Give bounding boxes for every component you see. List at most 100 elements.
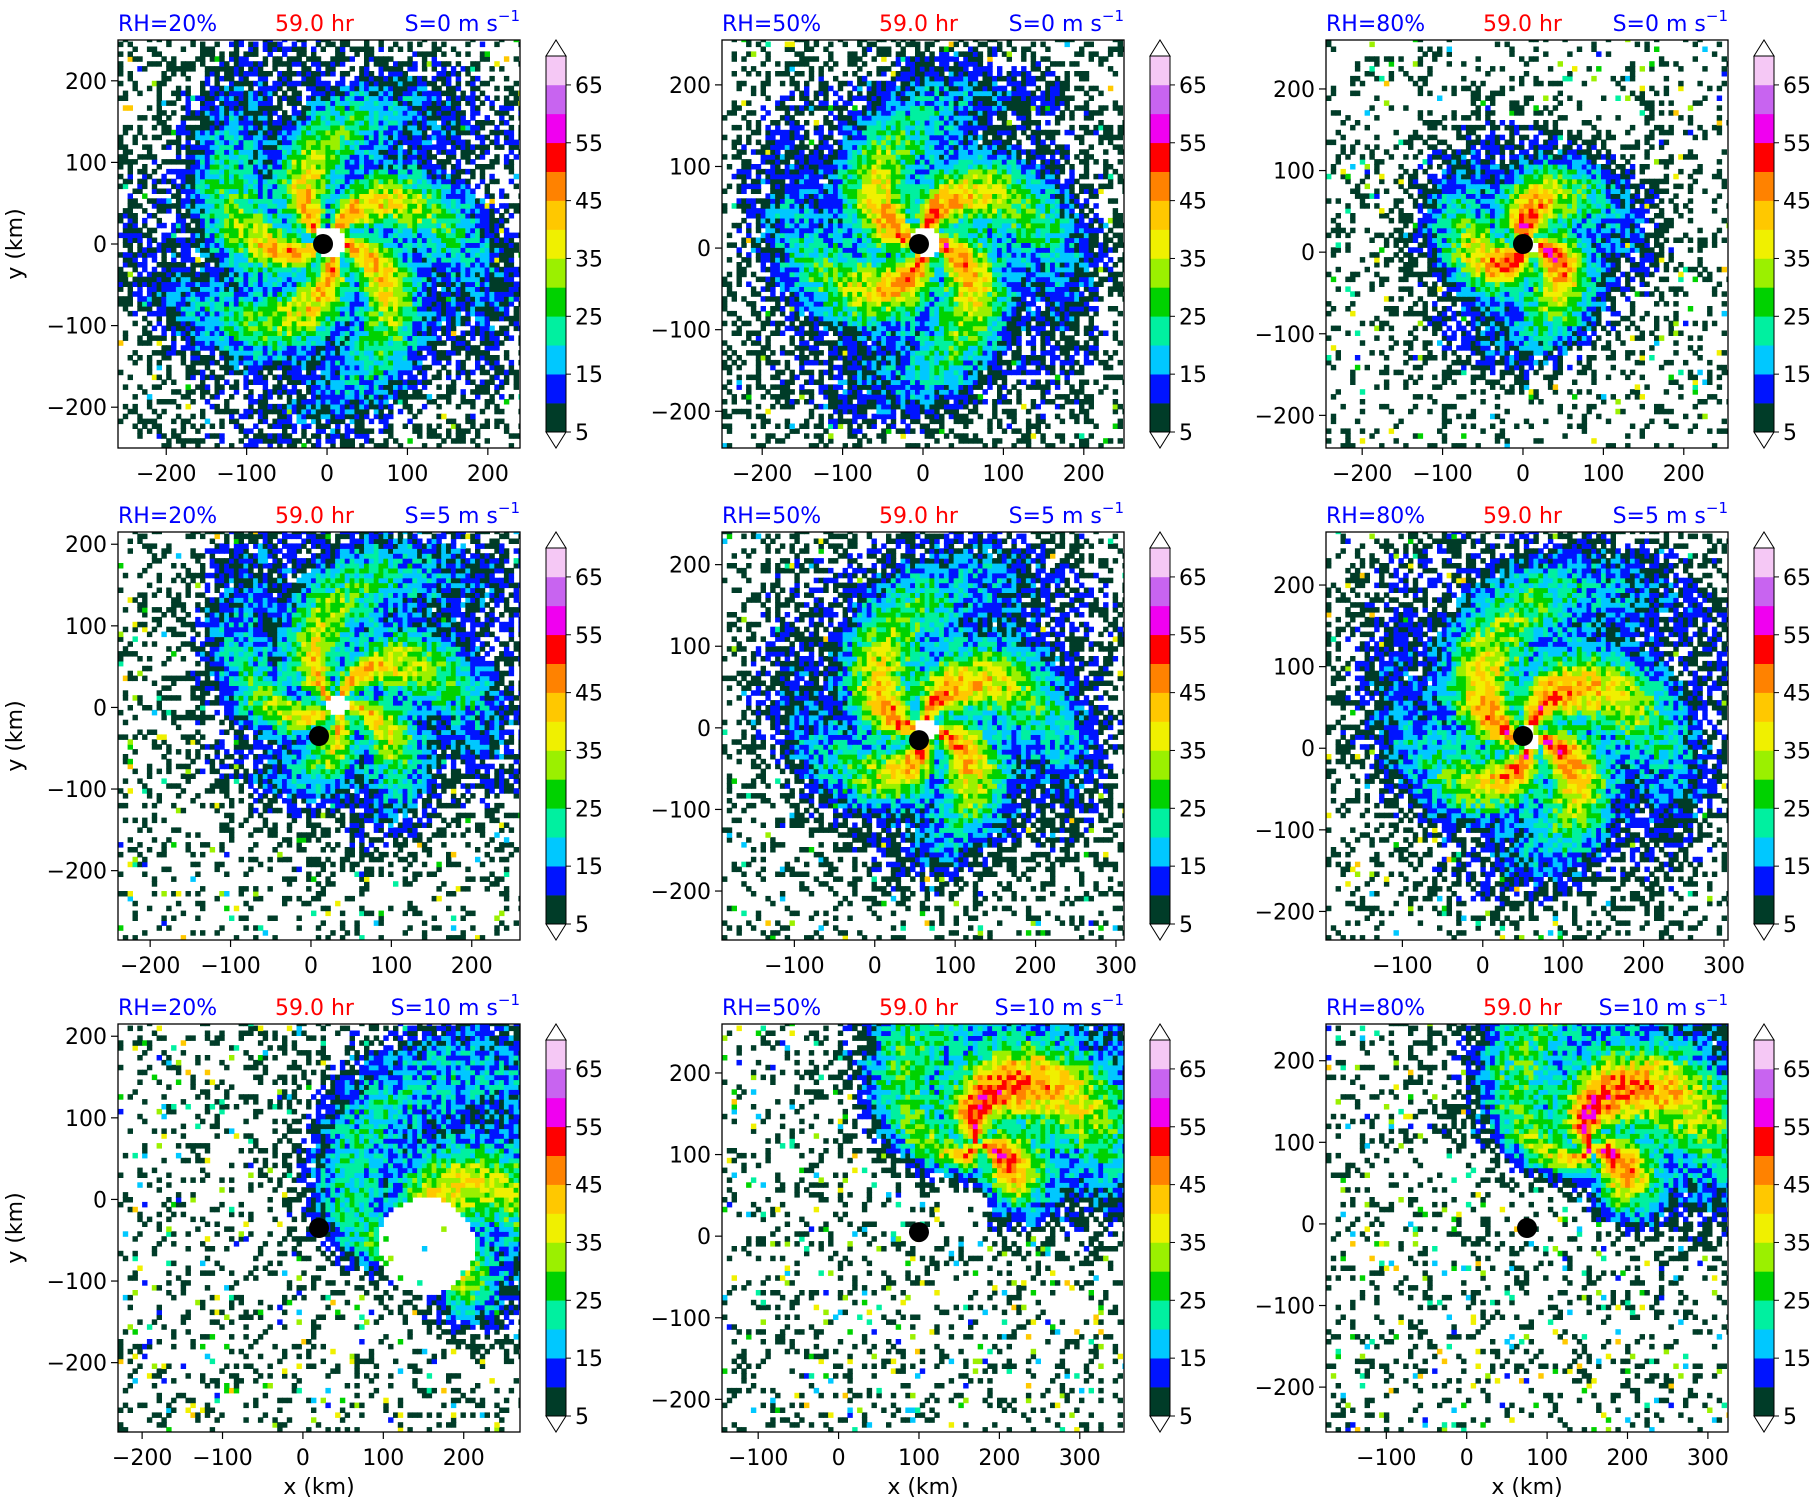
colorbar-segment	[1150, 1242, 1170, 1272]
colorbar-tick-label: 5	[1179, 1405, 1193, 1430]
colorbar-segment	[1754, 808, 1774, 838]
colorbar-tick-label: 65	[1179, 1058, 1207, 1083]
colorbar-tick-label: 15	[1783, 855, 1811, 880]
time-title: 59.0 hr	[1483, 12, 1563, 37]
x-tick-label: 0	[296, 1446, 310, 1471]
colorbar-segment	[546, 837, 566, 867]
x-tick-label: −100	[728, 1446, 788, 1471]
colorbar-tick-label: 45	[575, 1174, 603, 1199]
colorbar-tick-label: 25	[1179, 1289, 1207, 1314]
colorbar-segment	[1150, 866, 1170, 896]
y-tick-label: 200	[65, 1025, 107, 1050]
colorbar-segment	[1150, 837, 1170, 867]
y-tick-label: −100	[651, 798, 711, 823]
colorbar-segment	[1754, 1358, 1774, 1388]
colorbar: 5 15 25 35 45 55 65	[1149, 531, 1207, 941]
y-tick-label: 0	[93, 233, 107, 258]
colorbar-segment	[1754, 403, 1774, 433]
y-tick-label: 100	[1273, 160, 1315, 185]
y-tick-label: 200	[1273, 574, 1315, 599]
colorbar-segment	[1150, 287, 1170, 317]
colorbar-segment	[1150, 171, 1170, 201]
colorbar-segment	[1754, 56, 1774, 86]
colorbar-segment	[1150, 605, 1170, 636]
y-tick-label: 0	[93, 1188, 107, 1213]
x-axis-label: x (km)	[887, 1475, 958, 1499]
y-tick-label: −100	[1255, 323, 1315, 348]
x-tick-label: −100	[1356, 1446, 1416, 1471]
colorbar: 5 15 25 35 45 55 65	[545, 1023, 603, 1433]
y-tick-label: 200	[669, 554, 711, 579]
x-tick-label: 300	[1095, 954, 1137, 979]
x-tick-label: 200	[1015, 954, 1057, 979]
x-tick-label: 200	[443, 1446, 485, 1471]
x-tick-label: 100	[898, 1446, 940, 1471]
colorbar-extend-max	[1149, 531, 1171, 549]
x-axis-label: x (km)	[283, 1475, 354, 1499]
time-title: 59.0 hr	[275, 996, 355, 1021]
colorbar-segment	[546, 1271, 566, 1301]
colorbar-tick-label: 15	[1783, 1347, 1811, 1372]
x-tick-label: −200	[732, 462, 792, 487]
colorbar-tick-label: 65	[575, 1058, 603, 1083]
colorbar-tick-label: 65	[575, 566, 603, 591]
reflectivity-field	[118, 532, 520, 940]
plot-frame	[1325, 1023, 1729, 1433]
storm-center-marker	[1517, 1218, 1537, 1238]
colorbar-tick-label: 45	[1179, 682, 1207, 707]
colorbar-segment	[546, 634, 566, 664]
colorbar-extend-max	[1149, 1023, 1171, 1041]
colorbar-segment	[546, 171, 566, 201]
colorbar-tick-label: 55	[1783, 132, 1811, 157]
y-tick-label: 200	[1273, 78, 1315, 103]
colorbar-segment	[1754, 84, 1774, 115]
colorbar-segment	[1754, 1068, 1774, 1099]
colorbar-tick-label: 45	[575, 190, 603, 215]
colorbar-segment	[1754, 837, 1774, 867]
colorbar-tick-label: 55	[1179, 1116, 1207, 1141]
colorbar-segment	[546, 200, 566, 230]
colorbar-segment	[546, 374, 566, 404]
colorbar-tick-label: 25	[1783, 1289, 1811, 1314]
x-tick-label: 300	[1687, 1446, 1729, 1471]
x-tick-label: 0	[1460, 1446, 1474, 1471]
colorbar-frame	[1753, 55, 1775, 433]
colorbar-segment	[546, 663, 566, 693]
colorbar-segment	[1150, 1329, 1170, 1359]
colorbar-extend-max	[1753, 1023, 1775, 1041]
colorbar-segment	[1150, 750, 1170, 780]
colorbar-segment	[546, 229, 566, 259]
colorbar-tick-label: 45	[1783, 1174, 1811, 1199]
colorbar-tick-label: 45	[1179, 190, 1207, 215]
colorbar-segment	[546, 1242, 566, 1272]
colorbar-segment	[546, 1097, 566, 1128]
colorbar-segment	[546, 1184, 566, 1214]
colorbar-segment	[1754, 779, 1774, 809]
shear-title: S=10 m s−1	[995, 991, 1124, 1021]
colorbar-tick-label: 5	[575, 913, 589, 938]
shear-title: S=10 m s−1	[391, 991, 520, 1021]
y-tick-label: −100	[47, 778, 107, 803]
colorbar-segment	[1150, 316, 1170, 346]
colorbar-tick-label: 65	[1179, 74, 1207, 99]
colorbar-segment	[1754, 866, 1774, 896]
x-tick-label: 100	[370, 954, 412, 979]
y-axis-label: y (km)	[3, 700, 28, 771]
time-title: 59.0 hr	[275, 504, 355, 529]
colorbar-tick-label: 25	[575, 797, 603, 822]
y-tick-label: −200	[1255, 1376, 1315, 1401]
colorbar-tick-label: 35	[1783, 1231, 1811, 1256]
colorbar-tick-label: 45	[1783, 682, 1811, 707]
storm-center-marker	[908, 1222, 929, 1243]
colorbar-frame	[545, 55, 567, 433]
colorbar-tick-label: 65	[575, 74, 603, 99]
x-tick-label: 100	[386, 462, 428, 487]
y-tick-label: −200	[1255, 404, 1315, 429]
storm-center-marker	[908, 730, 929, 751]
x-tick-label: 200	[451, 954, 493, 979]
plot-frame	[1325, 39, 1729, 449]
colorbar-segment	[546, 750, 566, 780]
reflectivity-field	[1326, 532, 1728, 940]
colorbar-tick-label: 65	[1783, 74, 1811, 99]
x-tick-label: −100	[1412, 462, 1472, 487]
